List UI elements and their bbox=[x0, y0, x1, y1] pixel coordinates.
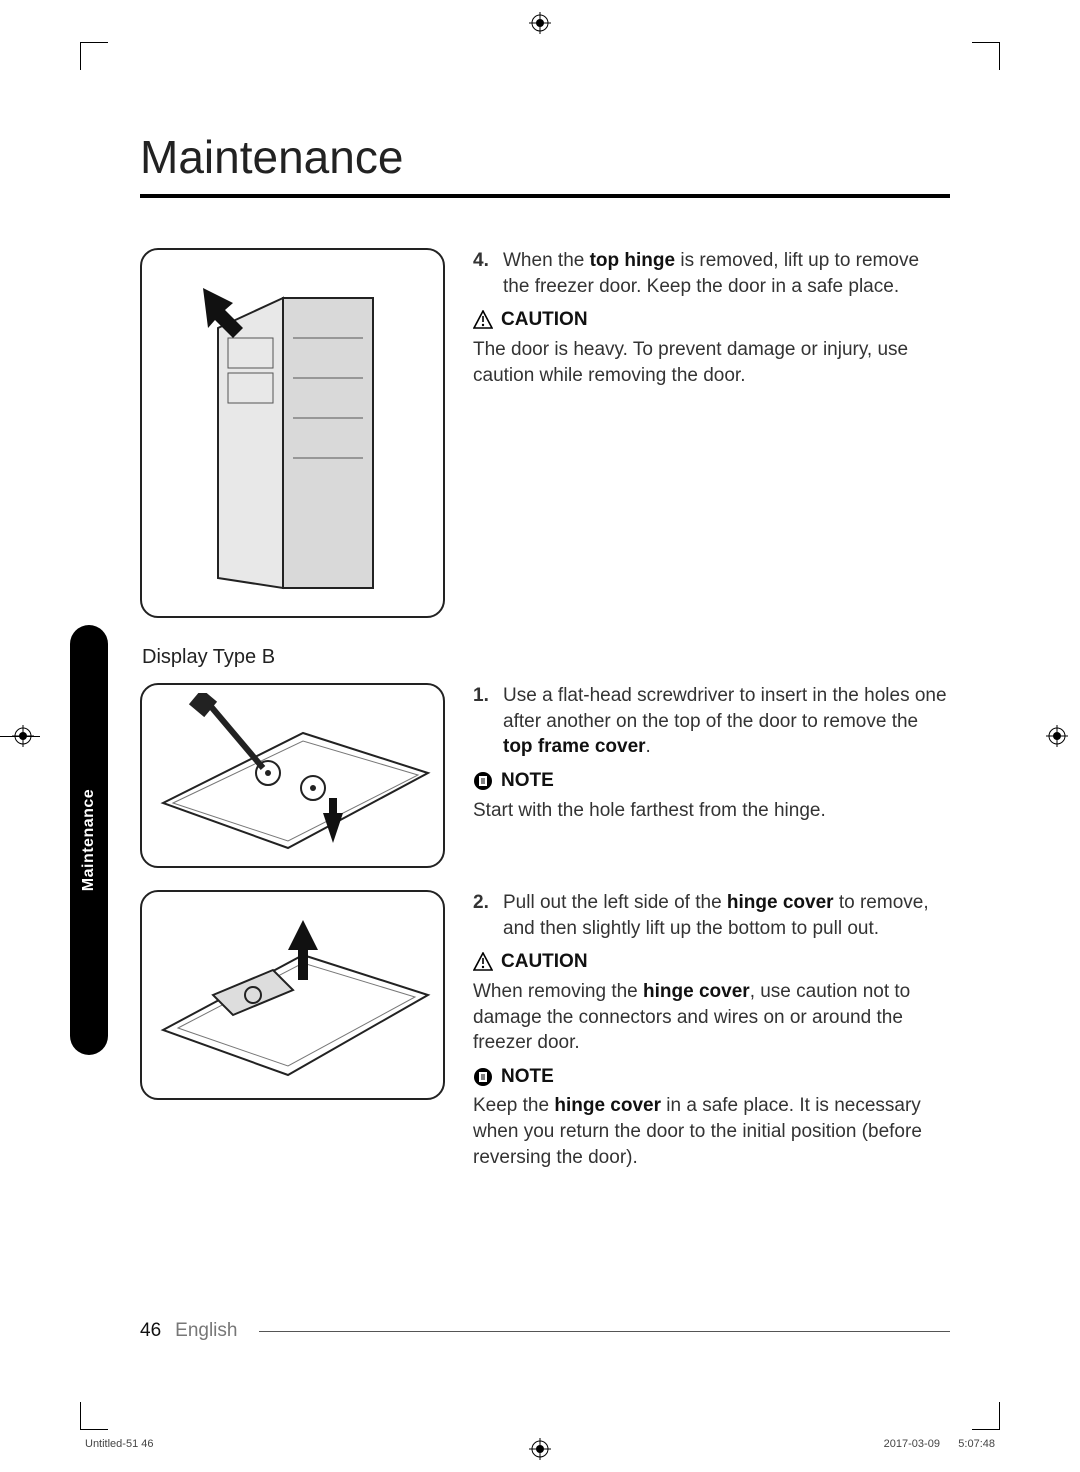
caution-icon bbox=[473, 310, 493, 330]
page-content: Maintenance 4. When bbox=[140, 130, 950, 1342]
crop-mark bbox=[972, 42, 1000, 70]
page-number: 46 bbox=[140, 1320, 161, 1342]
figure-fridge-door-lift bbox=[140, 248, 445, 618]
section-step-2: 2. Pull out the left side of the hinge c… bbox=[140, 890, 950, 1170]
crop-mark bbox=[80, 42, 108, 70]
registration-mark-right bbox=[1046, 725, 1068, 747]
step-number: 4. bbox=[473, 248, 497, 299]
page-footer: 46 English bbox=[140, 1320, 950, 1342]
step-body: When the top hinge is removed, lift up t… bbox=[503, 248, 950, 299]
registration-mark-top bbox=[529, 12, 551, 34]
note-text: Start with the hole farthest from the hi… bbox=[473, 798, 950, 824]
caution-heading: CAUTION bbox=[473, 949, 950, 975]
caution-text: The door is heavy. To prevent damage or … bbox=[473, 337, 950, 388]
print-meta-left: Untitled-51 46 bbox=[85, 1438, 154, 1450]
note-label: NOTE bbox=[501, 768, 554, 794]
footer-rule bbox=[259, 1331, 950, 1332]
page-language: English bbox=[175, 1320, 237, 1342]
step-2-text: 2. Pull out the left side of the hinge c… bbox=[473, 890, 950, 1170]
print-meta-right: 2017-03-09 5:07:48 bbox=[884, 1438, 995, 1450]
title-rule bbox=[140, 194, 950, 198]
crop-mark bbox=[0, 736, 40, 737]
figure-hinge-cover-lift bbox=[140, 890, 445, 1100]
caution-heading: CAUTION bbox=[473, 307, 950, 333]
figure-screwdriver-top-cover bbox=[140, 683, 445, 868]
note-heading: NOTE bbox=[473, 1064, 950, 1090]
step-number: 2. bbox=[473, 890, 497, 941]
caution-label: CAUTION bbox=[501, 949, 588, 975]
crop-mark bbox=[972, 1402, 1000, 1430]
subheading-display-type: Display Type B bbox=[142, 646, 950, 669]
page-title: Maintenance bbox=[140, 130, 950, 190]
section-step-1: 1. Use a flat-head screwdriver to insert… bbox=[140, 683, 950, 868]
section-step-4: 4. When the top hinge is removed, lift u… bbox=[140, 248, 950, 618]
section-tab: Maintenance bbox=[70, 625, 108, 1055]
note-icon bbox=[473, 1067, 493, 1087]
note-text: Keep the hinge cover in a safe place. It… bbox=[473, 1093, 950, 1170]
note-label: NOTE bbox=[501, 1064, 554, 1090]
step-1-text: 1. Use a flat-head screwdriver to insert… bbox=[473, 683, 950, 868]
step-4-text: 4. When the top hinge is removed, lift u… bbox=[473, 248, 950, 618]
caution-text: When removing the hinge cover, use cauti… bbox=[473, 979, 950, 1056]
step-body: Use a flat-head screwdriver to insert in… bbox=[503, 683, 950, 760]
crop-mark bbox=[80, 1402, 108, 1430]
step-body: Pull out the left side of the hinge cove… bbox=[503, 890, 950, 941]
note-heading: NOTE bbox=[473, 768, 950, 794]
step-number: 1. bbox=[473, 683, 497, 760]
caution-icon bbox=[473, 952, 493, 972]
caution-label: CAUTION bbox=[501, 307, 588, 333]
registration-mark-bottom bbox=[529, 1438, 551, 1460]
note-icon bbox=[473, 771, 493, 791]
section-tab-label: Maintenance bbox=[80, 789, 98, 891]
